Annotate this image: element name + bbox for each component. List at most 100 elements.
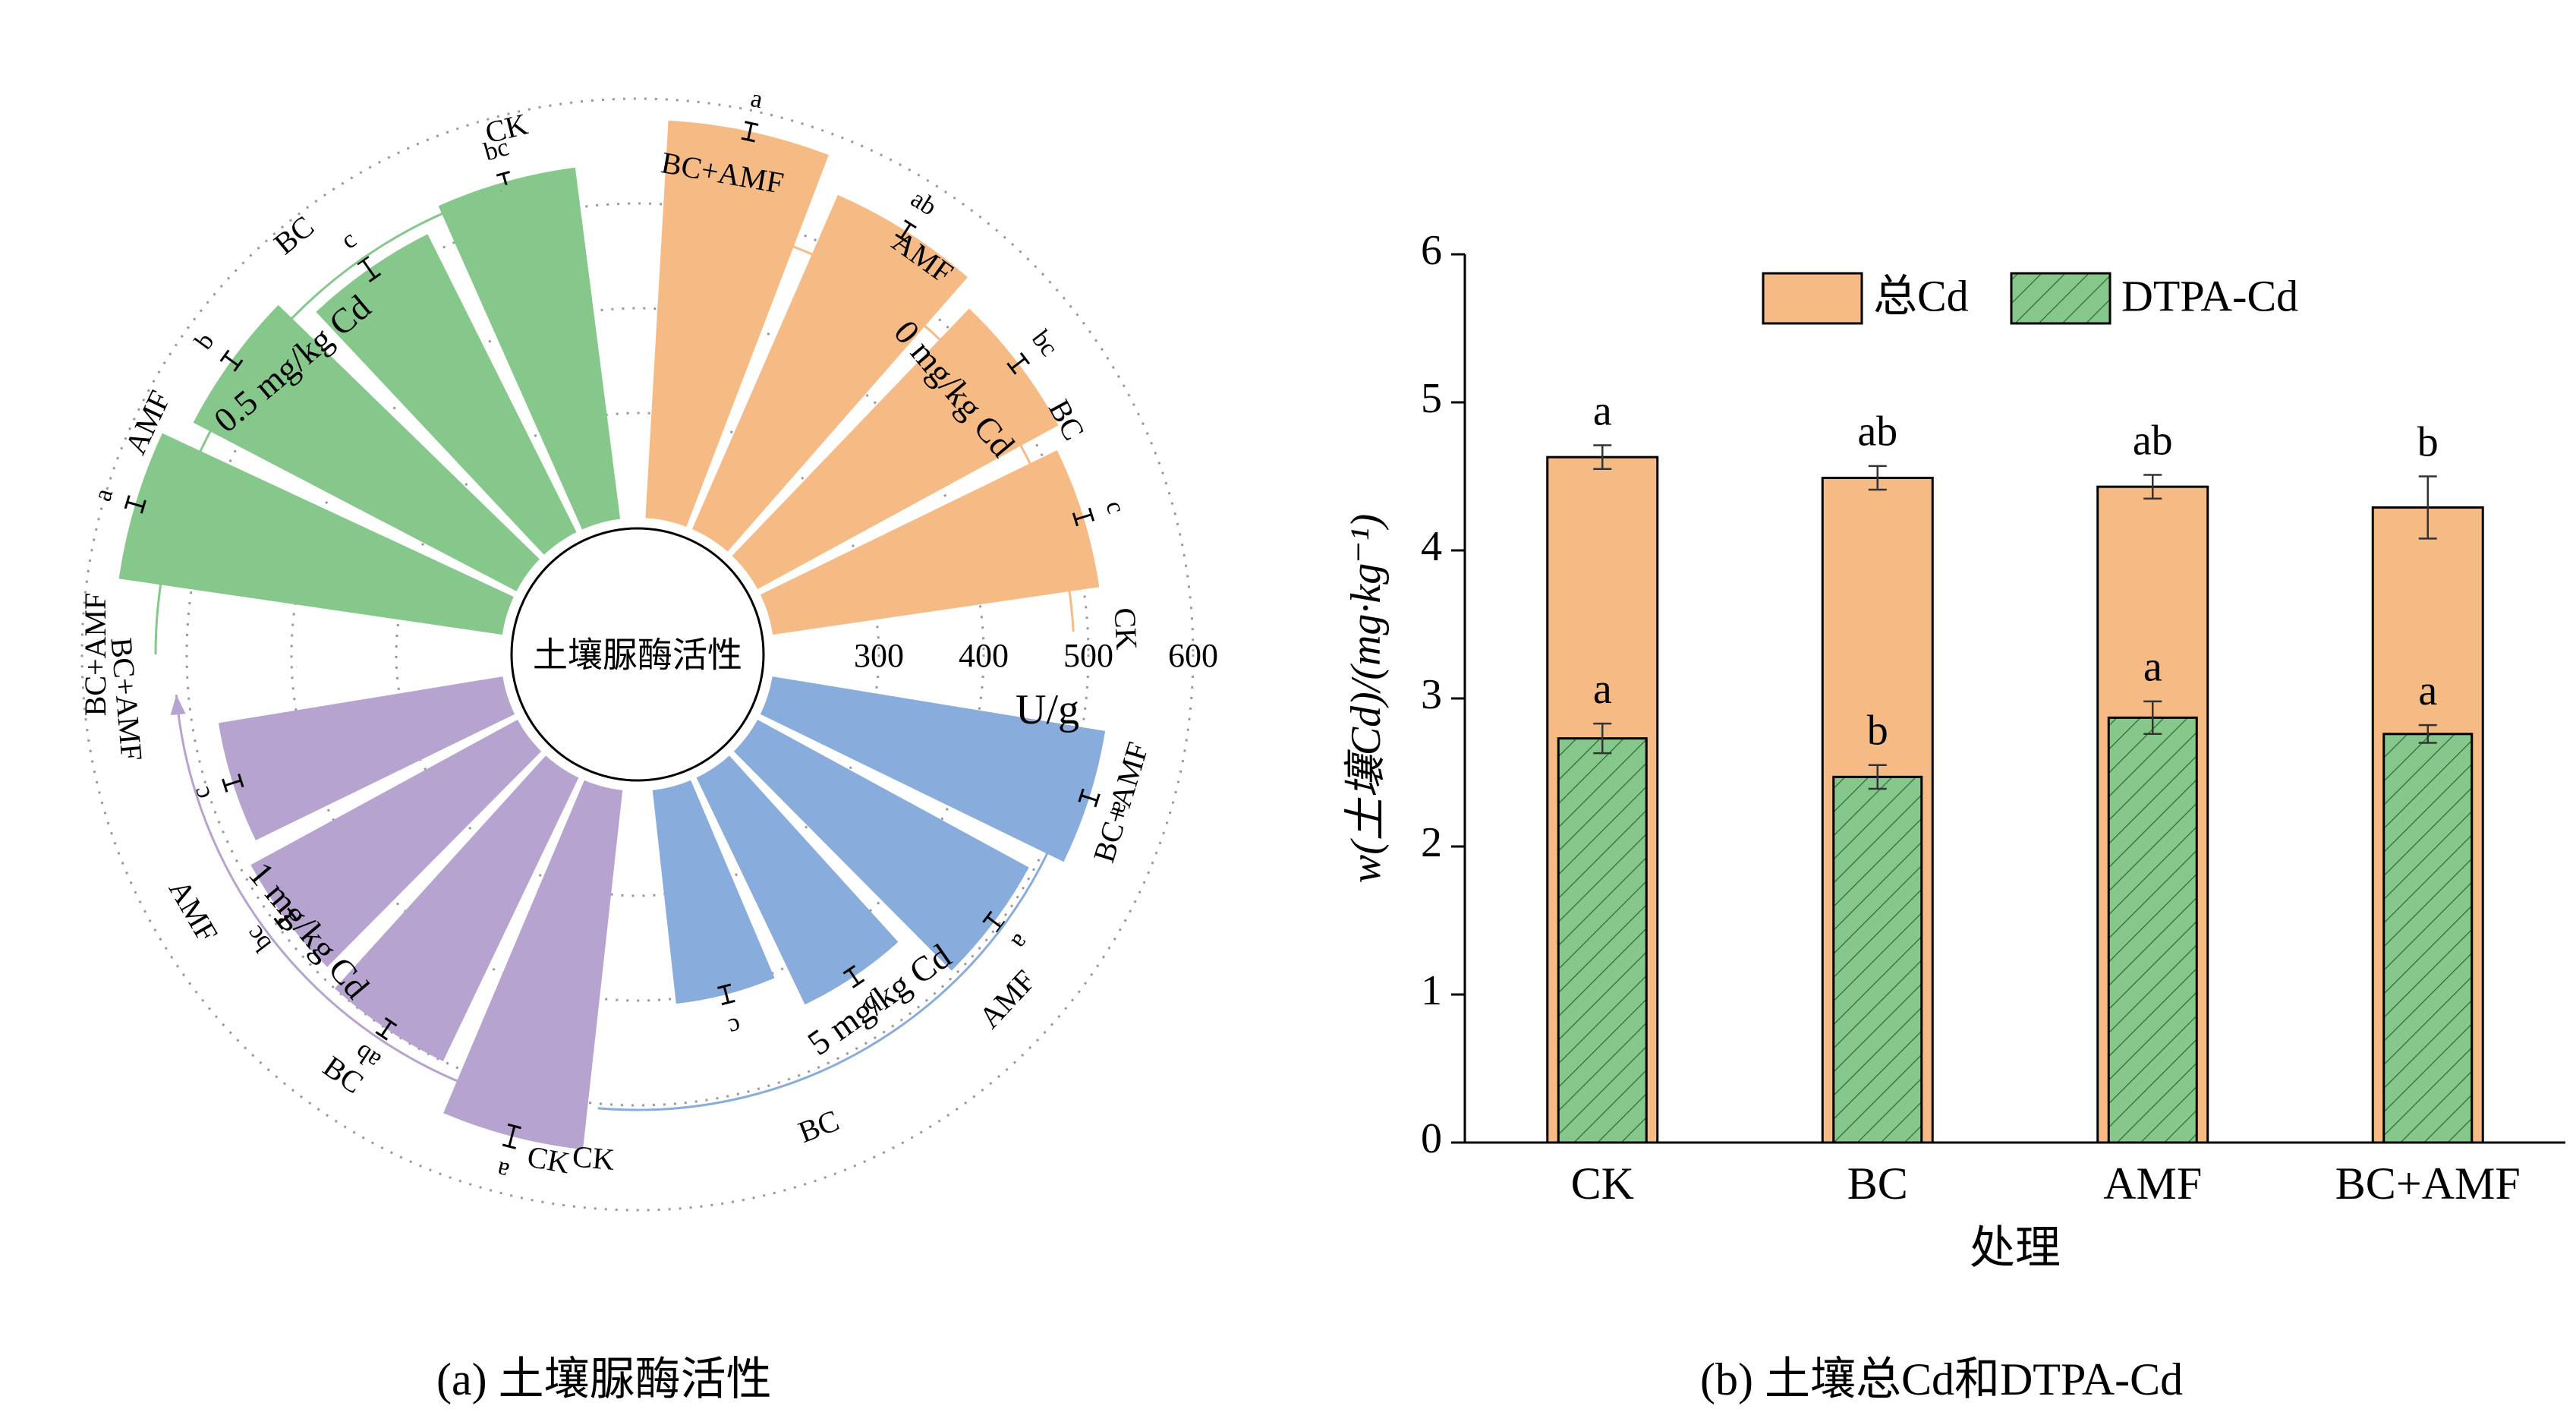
radial-grid	[80, 97, 1195, 1212]
sig-letter: a	[1006, 928, 1035, 954]
bar-0-mg-kg-cd-bc-amf	[645, 120, 829, 527]
bar-5-mg-kg-cd-bc-amf	[760, 676, 1106, 862]
error-bar	[502, 1123, 521, 1149]
radial-tick-label: 400	[959, 637, 1009, 674]
sig-letter: c	[186, 783, 216, 803]
sig-letter: a	[2143, 644, 2162, 691]
sig-letter: a	[494, 1155, 512, 1186]
sig-letter: c	[336, 225, 362, 255]
grid-circle	[80, 97, 1195, 1212]
error-bar	[1868, 764, 1887, 790]
error-bar	[1593, 722, 1612, 755]
legend-label: 总Cd	[1873, 271, 1969, 320]
error-bar	[357, 255, 382, 283]
error-bar	[1072, 507, 1095, 527]
arc-line	[713, 223, 1075, 632]
bar-dtpa-cd-amf	[2107, 716, 2198, 1144]
bar-0-5-mg-kg-cd-bc	[316, 234, 577, 555]
x-axis-label: 处理	[1970, 1223, 2061, 1273]
grid-circle	[185, 202, 1090, 1107]
arc-line	[154, 185, 521, 655]
arc-treatment-label: BC+AMF	[78, 593, 112, 717]
center-circle	[510, 527, 765, 782]
bar-1-mg-kg-cd-bc	[250, 720, 542, 967]
bar-dtpa-cd-bc	[1832, 775, 1923, 1144]
error-bar	[273, 907, 298, 930]
error-bar	[1868, 465, 1887, 491]
bar-0-mg-kg-cd-ck	[760, 450, 1100, 635]
x-tick-label: BC	[1847, 1158, 1908, 1209]
arc-line	[597, 787, 1075, 1111]
bar-5-mg-kg-cd-bc	[696, 755, 899, 1005]
sig-letter: a	[1593, 666, 1612, 713]
arc-treatment-label: CK	[571, 1139, 616, 1177]
x-tick-label: AMF	[2103, 1158, 2202, 1209]
arc-treatment-label: AMF	[972, 963, 1042, 1035]
cd-bar-chart: 0123456w(土壤Cd)/(mg·kg⁻¹)处理aaCKabbBCabaAM…	[1343, 227, 2565, 1273]
sig-letter: bc	[1026, 325, 1063, 361]
arc-treatment-label: CK	[482, 106, 531, 150]
sig-letter: a	[2418, 667, 2437, 714]
error-bar	[842, 964, 865, 988]
bar-0-5-mg-kg-cd-bc-amf	[118, 433, 514, 635]
bar-5-mg-kg-cd-amf	[733, 720, 1029, 971]
bar-0-5-mg-kg-cd-ck	[438, 167, 621, 530]
error-bar	[219, 349, 244, 372]
error-bar	[717, 983, 735, 1006]
sig-letter: b	[190, 328, 220, 355]
sig-letter: b	[2417, 418, 2439, 465]
error-bar	[2418, 475, 2437, 540]
bar-0-mg-kg-cd-amf	[691, 194, 968, 552]
sig-letter: a	[748, 84, 766, 114]
y-tick-label: 4	[1421, 523, 1442, 570]
bar-0-5-mg-kg-cd-amf	[193, 304, 540, 591]
error-bar	[375, 1017, 398, 1041]
caption-b: (b) 土壤总Cd和DTPA-Cd	[1700, 1354, 2184, 1404]
arc-line	[175, 695, 558, 1112]
arc-arrow-head	[170, 695, 186, 715]
y-tick-label: 3	[1421, 671, 1442, 718]
error-bar	[2143, 474, 2162, 500]
legend-swatch-dtpa-cd	[2010, 272, 2112, 325]
bar-group-amf: ab a	[2096, 417, 2209, 1144]
error-bar	[1593, 444, 1612, 470]
sig-letter: b	[1867, 708, 1888, 755]
radial-tick-label: 600	[1168, 637, 1218, 674]
sig-letter: c	[726, 1011, 744, 1042]
legend-label: DTPA-Cd	[2121, 271, 2298, 320]
y-tick-label: 1	[1421, 967, 1442, 1014]
y-tick-label: 2	[1421, 819, 1442, 866]
arc-arrow-head	[1060, 787, 1075, 809]
arc-treatment-label: CK	[1108, 607, 1145, 651]
sig-letter: a	[1593, 387, 1612, 434]
legend: 总Cd DTPA-Cd	[1762, 271, 2298, 325]
arc-arrow-head	[713, 220, 735, 236]
x-tick-label: CK	[1571, 1158, 1634, 1209]
bar-dtpa-cd-ck	[1557, 737, 1648, 1144]
bar-group-ck: aa	[1546, 387, 1659, 1144]
y-tick-label: 6	[1421, 227, 1442, 274]
error-bar	[1078, 788, 1101, 808]
sig-letter: ab	[1857, 408, 1897, 456]
bar-dtpa-cd-bc-amf	[2382, 733, 2474, 1144]
grid-circle	[290, 307, 985, 1002]
error-bar	[2418, 723, 2437, 744]
center-label: 土壤脲酶活性	[533, 636, 742, 675]
radial-tick-label: 300	[854, 637, 904, 674]
caption-a: (a) 土壤脲酶活性	[436, 1354, 772, 1404]
bar-1-mg-kg-cd-bc-amf	[443, 780, 623, 1150]
sig-letter: a	[88, 485, 118, 504]
bar-group-bc: ab b	[1821, 408, 1934, 1144]
error-bar	[982, 910, 1006, 934]
legend-swatch-total-cd	[1762, 272, 1863, 325]
arc-treatment-label: BC	[1042, 394, 1091, 446]
bar-group-bc-amf: ba	[2371, 418, 2484, 1144]
y-axis-label: w(土壤Cd)/(mg·kg⁻¹)	[1343, 514, 1390, 884]
arc-treatment-label: AMF	[162, 874, 225, 948]
y-tick-label: 0	[1421, 1115, 1442, 1162]
error-bar	[1006, 352, 1031, 375]
error-bar	[124, 495, 146, 514]
error-bar	[222, 774, 244, 793]
